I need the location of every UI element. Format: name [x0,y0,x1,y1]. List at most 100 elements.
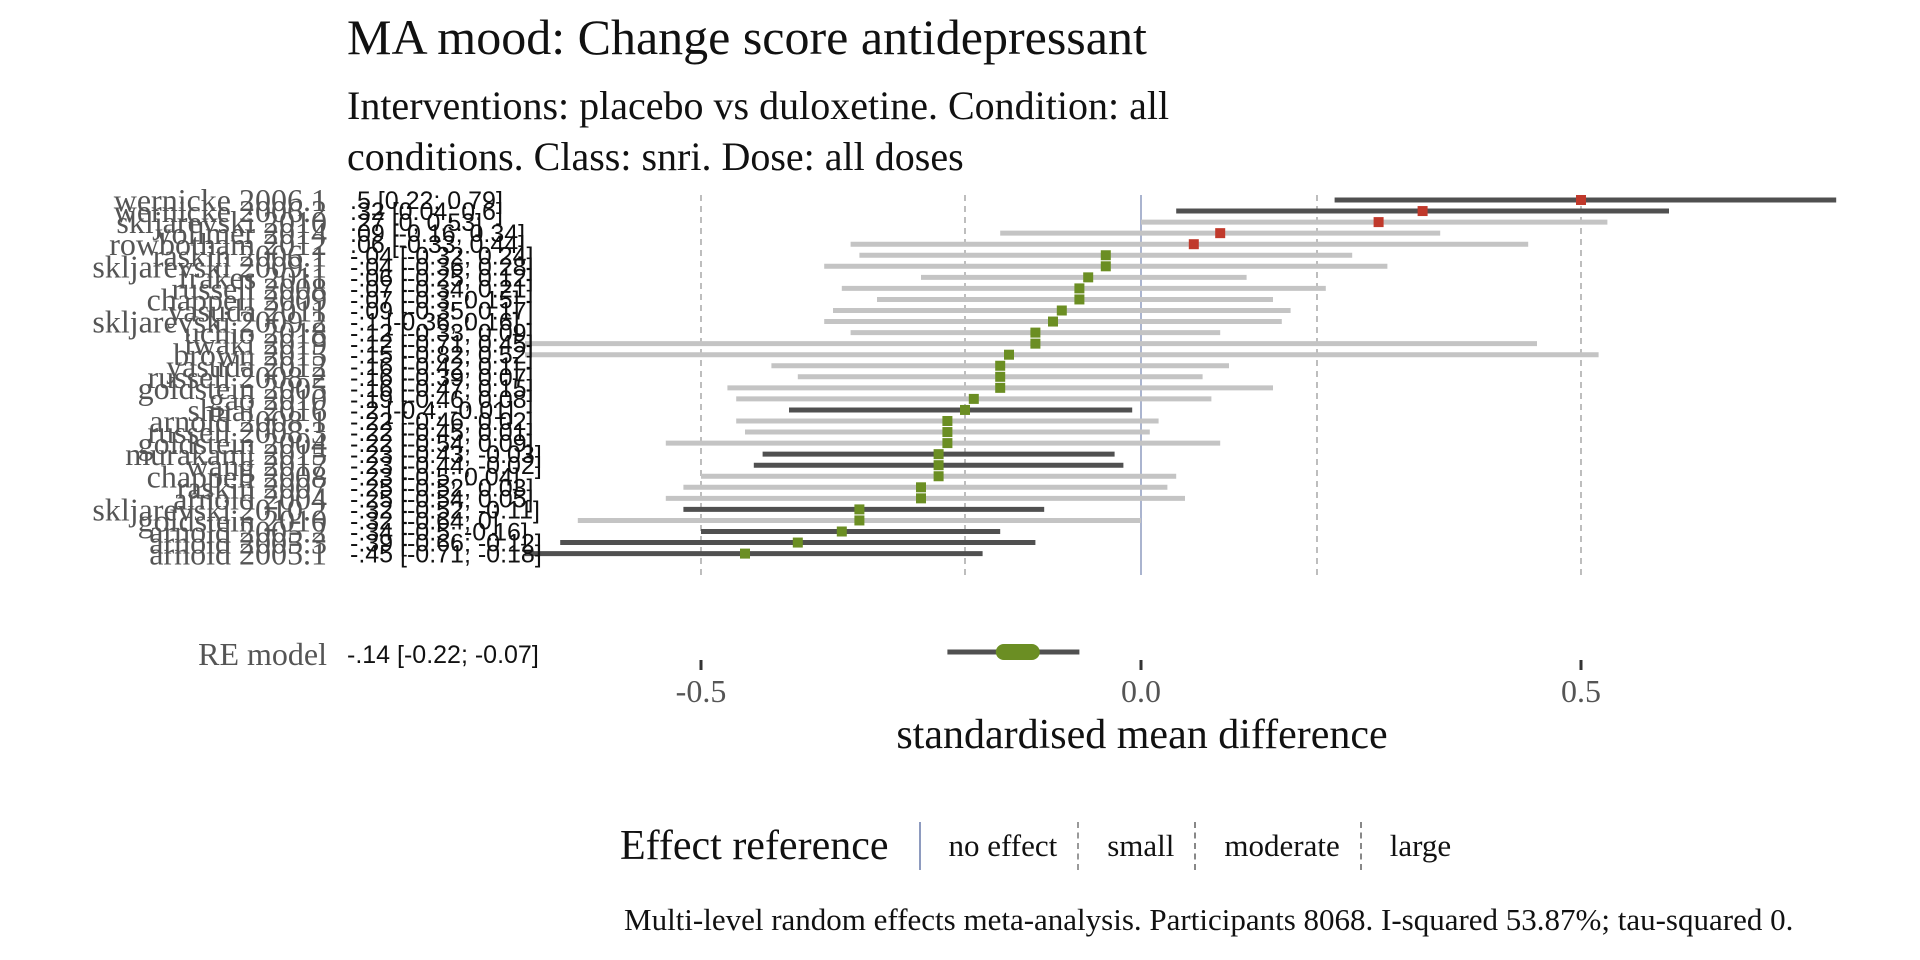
effect-marker [1048,316,1058,327]
effect-marker [740,548,750,559]
study-label: goldstein 2004 [138,425,327,461]
effect-marker [836,526,847,537]
study-label: goldstein 2005 [138,370,327,406]
study-label: skljarevski 2009.2 [92,304,327,340]
study-label: vollmer 2014 [155,215,327,251]
study-label: skljarevski 2010 [116,204,327,240]
study-label: arnold 2005.3 [149,525,327,561]
ci-text: .5 [0.22; 0.79] [350,187,503,215]
ci-text: -.16 [-0.39; 0.07] [350,364,533,392]
ci-text: -.16 [-0.42; 0.1] [350,353,520,381]
effect-marker [942,438,953,449]
study-label: gao 2010 [209,381,327,417]
ci-text: -.09 [-0.35; 0.17] [350,298,533,326]
study-label: arnold 2005.2 [149,514,327,550]
study-label: arnold 2008.1 [149,403,327,439]
ci-text: -.07 [-0.3; 0.15] [350,286,520,314]
study-label: yasuda 2011 [167,293,327,329]
effect-marker [1004,349,1014,360]
ci-text: -.45 [-0.71; -0.18] [350,541,542,569]
legend-label: no effect [948,828,1058,863]
study-label: arnold 2005.1 [149,536,327,572]
effect-marker [1074,294,1085,305]
ci-texts: .5 [0.22; 0.79].32 [0.04; 0.6].27 [0; 0.… [350,187,542,569]
ci-text: -.16 [-0.47; 0.15] [350,375,533,403]
x-axis: -0.5 0.0 0.5 [676,660,1601,709]
effect-marker [854,504,865,515]
summary-marker [995,644,1040,660]
effect-marker [1030,338,1041,349]
effect-marker [933,449,944,460]
ci-text: -.22 [-0.46; 0.02] [350,408,533,436]
ci-text: -.22 [-0.45; 0.01] [350,419,533,447]
legend-item-no-effect: no effect [918,822,1058,870]
ci-text: -.12 [-0.33; 0.09] [350,320,533,348]
effect-marker [1417,206,1428,217]
legend-swatch [918,822,921,870]
study-label: uchio 2018 [184,315,327,351]
ci-text: -.15 [-0.82; 0.52] [350,342,533,370]
effect-marker [933,471,944,482]
ci-text: .32 [0.04; 0.6] [350,198,503,226]
effect-marker [1074,283,1085,294]
effect-marker [933,460,944,471]
study-label: iwaki 2019 [184,326,327,362]
legend-item-large: large [1359,822,1451,870]
effect-marker [1100,261,1111,272]
legend: Effect reference no effect small moderat… [620,820,1471,872]
effect-marker [1100,250,1111,261]
legend-item-small: small [1077,822,1174,870]
effect-marker [854,515,865,526]
legend-item-moderate: moderate [1194,822,1340,870]
effect-marker [1083,272,1094,283]
study-label: raskin 2007 [177,469,327,505]
effect-marker [1030,327,1041,338]
legend-title: Effect reference [620,823,889,869]
effect-marker [942,416,953,426]
ci-text: -.04 [-0.32; 0.24] [350,242,533,270]
effect-marker [1215,228,1226,239]
ci-text: -.19 [-0.46; 0.08] [350,386,533,414]
ci-text: -.04 [-0.36; 0.28] [350,253,533,281]
ci-text: -.23 [-0.5; 0.04] [350,463,520,491]
effect-marker [1576,195,1586,205]
summary-ci-text: -.14 [-0.22; -0.07] [347,641,539,669]
study-label: raskin 2006.1 [153,237,327,273]
ci-text: -.12 [-0.71; 0.45] [350,331,533,359]
reference-lines [700,195,1582,575]
effect-marker [792,537,803,548]
ci-text: -.2 [-0.4; -0.01] [350,397,514,425]
ci-text: -.22 [-0.54; 0.09] [350,430,533,458]
ci-text: -.32 [-0.52; -0.11] [350,496,540,524]
ci-text: -.23 [-0.43; -0.03] [350,441,542,469]
effect-marker [1188,239,1199,250]
study-label: shuai 2016 [187,392,327,428]
study-label: wernicke 2006.1 [114,182,327,218]
summary-row: RE model -.14 [-0.22; -0.07] [198,636,1080,672]
ci-text: -.1 [-0.36; 0.16] [350,309,520,337]
study-label: wernicke 2006.2 [114,193,327,229]
ci-text: .06 [-0.33; 0.44] [350,231,525,259]
study-label: chappell 2008 [147,458,327,494]
ci-text: -.23 [-0.44; -0.02] [350,452,542,480]
legend-label: moderate [1224,828,1340,863]
confidence-intervals [525,197,1837,557]
study-label: chappell 2009 [147,281,327,317]
effect-marker [960,404,970,415]
study-label: skljarevski 2009.1 [92,248,327,284]
effect-markers [740,195,1586,559]
legend-swatch [1359,822,1362,870]
chart-title: MA mood: Change score antidepressant [347,9,1147,65]
x-tick-label: 0.5 [1561,673,1601,709]
study-label: russell 2008 [171,270,327,306]
study-label: russell 2008.3 [147,414,327,450]
ci-text: -.07 [-0.34; 0.21] [350,275,533,303]
ci-text: .27 [0; 0.53] [350,209,482,237]
x-tick-label: 0.0 [1121,673,1161,709]
study-label: frakes 2011 [178,259,327,295]
effect-marker [942,427,953,438]
study-label: arnold 2004 [173,480,327,516]
ci-text: -.39 [-0.66; -0.12] [350,530,542,558]
